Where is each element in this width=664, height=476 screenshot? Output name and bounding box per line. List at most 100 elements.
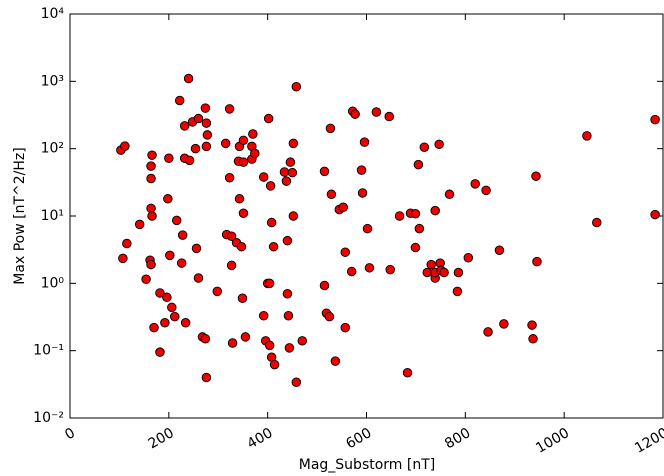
scatter-point [122, 238, 132, 249]
x-tick-label: 1200 [632, 425, 664, 457]
scatter-point [226, 260, 237, 271]
scatter-point [414, 223, 425, 234]
scatter-point [200, 334, 211, 344]
scatter-point [183, 73, 194, 84]
scatter-point [452, 286, 463, 297]
scatter-point [162, 292, 172, 303]
scatter-point [340, 247, 351, 257]
scatter-point [402, 367, 413, 378]
y-tick-label: 10⁻¹ [33, 343, 64, 359]
scatter-point [356, 165, 367, 175]
scatter-point [177, 230, 188, 240]
scatter-point [238, 208, 249, 218]
scatter-point [212, 286, 223, 297]
scatter-point [291, 377, 302, 387]
y-axis-label: Max Pow [nT^2/Hz] [12, 147, 28, 284]
scatter-point [226, 231, 237, 242]
scatter-point [258, 172, 269, 182]
x-tick-label: 400 [245, 425, 276, 452]
scatter-point [325, 123, 336, 134]
scatter-point [141, 274, 151, 284]
scatter-point [155, 347, 165, 357]
scatter-point [338, 202, 349, 212]
y-tick-label: 10⁻² [33, 410, 64, 426]
scatter-point [527, 320, 537, 330]
scatter-point [263, 113, 274, 124]
scatter-point [165, 250, 175, 261]
scatter-point [362, 223, 373, 234]
scatter-point [470, 179, 480, 189]
scatter-point [279, 167, 290, 177]
scatter-point [248, 129, 258, 139]
scatter-point [193, 273, 204, 283]
scatter-point [419, 142, 430, 152]
scatter-point [287, 167, 298, 178]
scatter-point [528, 334, 538, 344]
scatter-point [384, 111, 394, 122]
scatter-point [238, 135, 249, 146]
scatter-point [394, 211, 405, 221]
plot-frame [69, 13, 664, 419]
scatter-point [184, 155, 195, 166]
scatter-point [147, 150, 157, 160]
scatter-point [430, 205, 440, 216]
scatter-point [330, 356, 341, 366]
scatter-point [284, 343, 295, 353]
x-tick-label: 1000 [533, 425, 572, 457]
scatter-point [340, 322, 351, 333]
scatter-point [155, 288, 165, 298]
y-tick-label: 10² [41, 141, 64, 157]
scatter-point [118, 253, 128, 264]
scatter-point [499, 319, 509, 329]
scatter-point [220, 138, 231, 149]
scatter-point [531, 171, 541, 181]
scatter-point [364, 263, 375, 273]
scatter-point [269, 359, 280, 370]
scatter-point [385, 264, 395, 275]
scatter-point [444, 189, 455, 200]
x-tick-label: 0 [62, 425, 78, 443]
scatter-point [532, 256, 542, 267]
scatter-point [283, 311, 294, 321]
scatter-point [319, 166, 330, 177]
scatter-point [170, 311, 180, 322]
scatter-point [227, 338, 238, 348]
scatter-point [146, 161, 156, 171]
y-tick-label: 10³ [41, 73, 64, 89]
scatter-point [650, 209, 660, 220]
scatter-point [650, 114, 660, 125]
scatter-point [240, 332, 251, 342]
scatter-point [285, 157, 296, 167]
scatter-point [201, 141, 212, 152]
scatter-point [201, 372, 212, 383]
scatter-point [410, 208, 421, 219]
x-tick-label: 600 [343, 425, 374, 452]
scatter-point [236, 241, 247, 252]
scatter-point [193, 113, 204, 124]
scatter-point [371, 107, 382, 117]
scatter-point [201, 118, 212, 128]
scatter-point [324, 311, 335, 322]
scatter-point [288, 211, 299, 221]
scatter-point [350, 109, 360, 119]
y-tick-label: 10⁴ [41, 6, 65, 22]
scatter-point [494, 245, 505, 255]
scatter-point [410, 242, 421, 253]
scatter-point [171, 215, 182, 226]
scatter-point [291, 82, 302, 92]
scatter-point [174, 95, 185, 106]
scatter-point [160, 317, 170, 328]
x-tick-label: 200 [146, 425, 177, 452]
scatter-point [422, 267, 433, 278]
scatter-point [439, 267, 449, 278]
scatter-point [149, 322, 159, 333]
scatter-point [288, 138, 299, 149]
scatter-point [224, 172, 235, 183]
scatter-point [357, 188, 368, 198]
scatter-point [190, 143, 201, 154]
x-tick-label: 800 [442, 425, 473, 452]
scatter-point [453, 267, 464, 278]
scatter-point [146, 259, 156, 270]
